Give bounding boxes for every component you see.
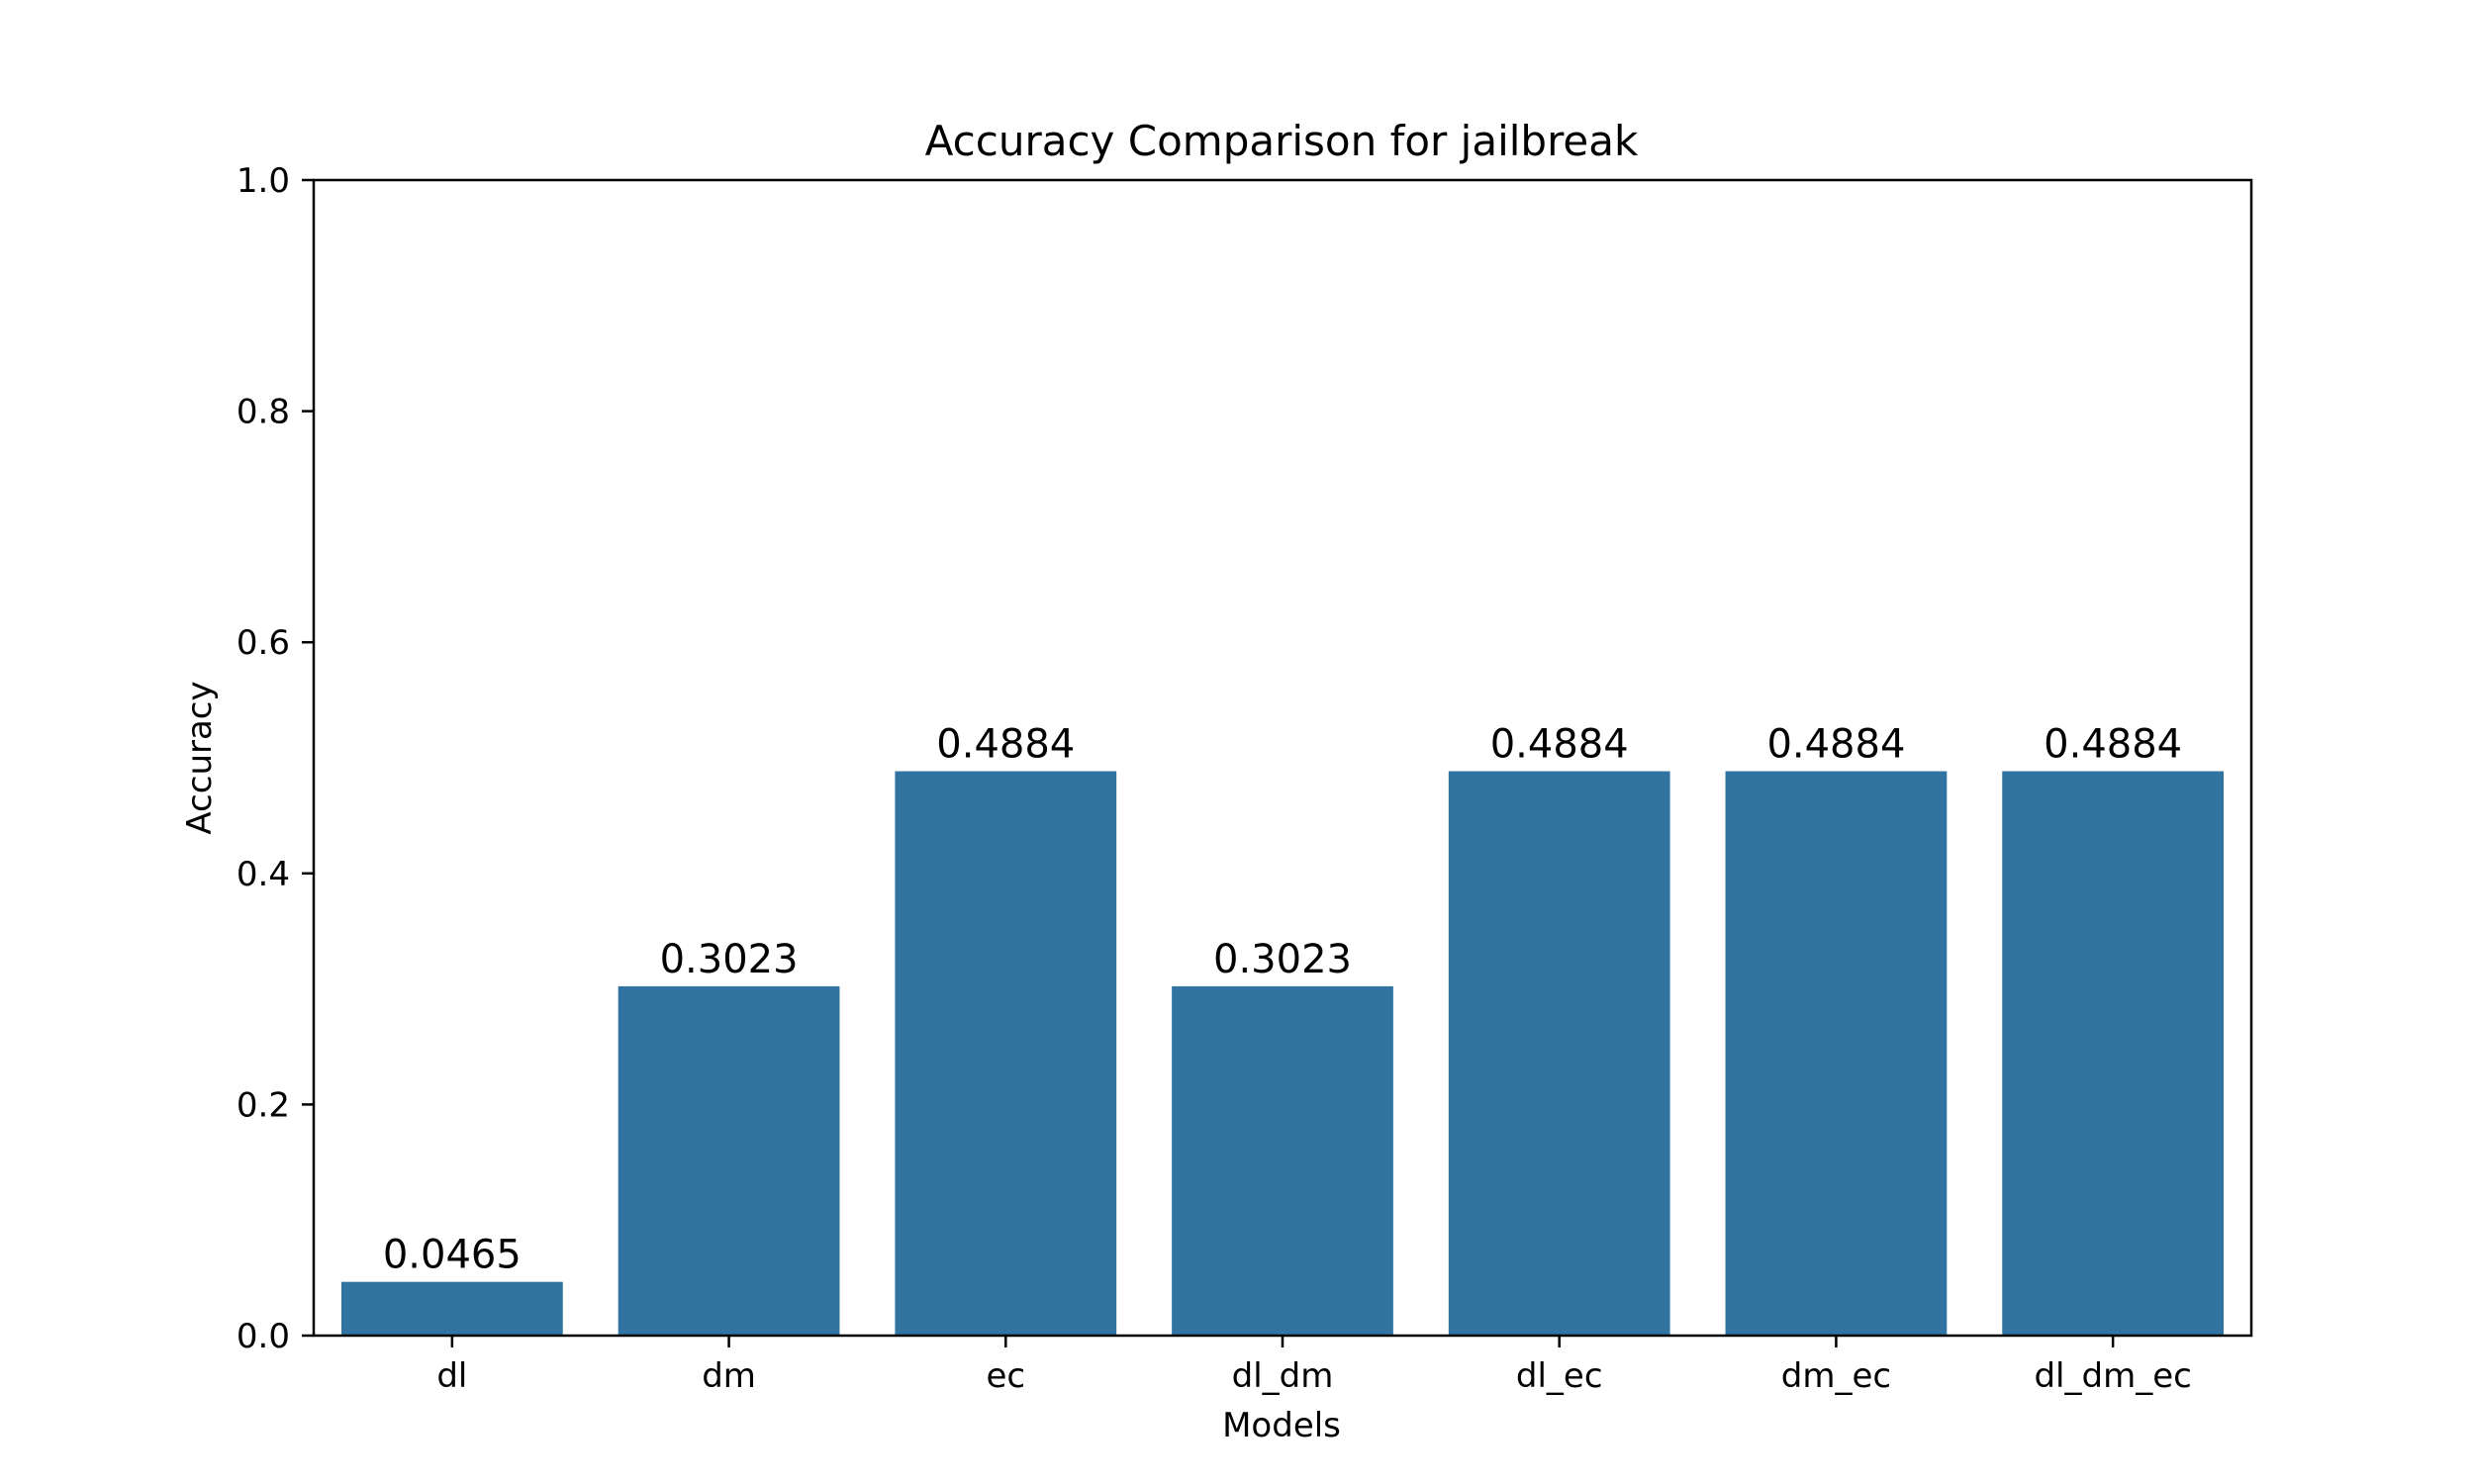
bar-dl_ec	[1448, 771, 1670, 1336]
plot-frame	[312, 178, 2253, 1338]
bar-dm_ec	[1725, 771, 1948, 1336]
x-axis: dl dm ec dl_dm dl_ec dm_ec dl_dm_ec	[436, 1336, 2192, 1396]
x-tick-label-dm_ec: dm_ec	[1781, 1356, 1891, 1396]
x-tick-label-dm: dm	[702, 1356, 756, 1396]
x-tick-label-dl_dm_ec: dl_dm_ec	[2034, 1356, 2191, 1396]
data-label-dl_dm_ec: 0.4884	[2044, 722, 2182, 768]
y-axis: 0.0 0.2 0.4 0.6 0.8 1.0	[237, 161, 314, 1356]
x-axis-label: Models	[1222, 1406, 1341, 1445]
chart-title: Accuracy Comparison for jailbreak	[925, 117, 1639, 165]
data-label-dl_dm: 0.3023	[1213, 937, 1352, 982]
data-labels-group: 0.0465 0.3023 0.4884 0.3023 0.4884 0.4884 0.48…	[383, 722, 2182, 1278]
bar-dl	[340, 1281, 563, 1336]
y-tick-label-3: 0.6	[237, 623, 290, 663]
y-tick-label-5: 1.0	[237, 161, 290, 201]
x-tick-label-ec: ec	[986, 1356, 1025, 1396]
bar-dm	[618, 985, 840, 1336]
bars-group	[340, 771, 2225, 1336]
bar-ec	[895, 771, 1117, 1336]
y-tick-label-0: 0.0	[237, 1317, 290, 1356]
y-tick-label-1: 0.2	[237, 1085, 290, 1125]
x-tick-label-dl_dm: dl_dm	[1232, 1356, 1334, 1396]
x-tick-label-dl_ec: dl_ec	[1516, 1356, 1603, 1396]
y-axis-label: Accuracy	[180, 681, 220, 834]
x-tick-label-dl: dl	[436, 1356, 467, 1396]
data-label-ec: 0.4884	[936, 722, 1075, 768]
data-label-dm: 0.3023	[660, 937, 799, 982]
y-tick-label-4: 0.8	[237, 393, 290, 432]
bar-dl_dm_ec	[2002, 771, 2225, 1336]
data-label-dl: 0.0465	[383, 1233, 522, 1278]
data-label-dm_ec: 0.4884	[1766, 722, 1905, 768]
bar-dl_dm	[1172, 985, 1393, 1336]
y-tick-label-2: 0.4	[237, 855, 290, 894]
data-label-dl_ec: 0.4884	[1490, 722, 1629, 768]
